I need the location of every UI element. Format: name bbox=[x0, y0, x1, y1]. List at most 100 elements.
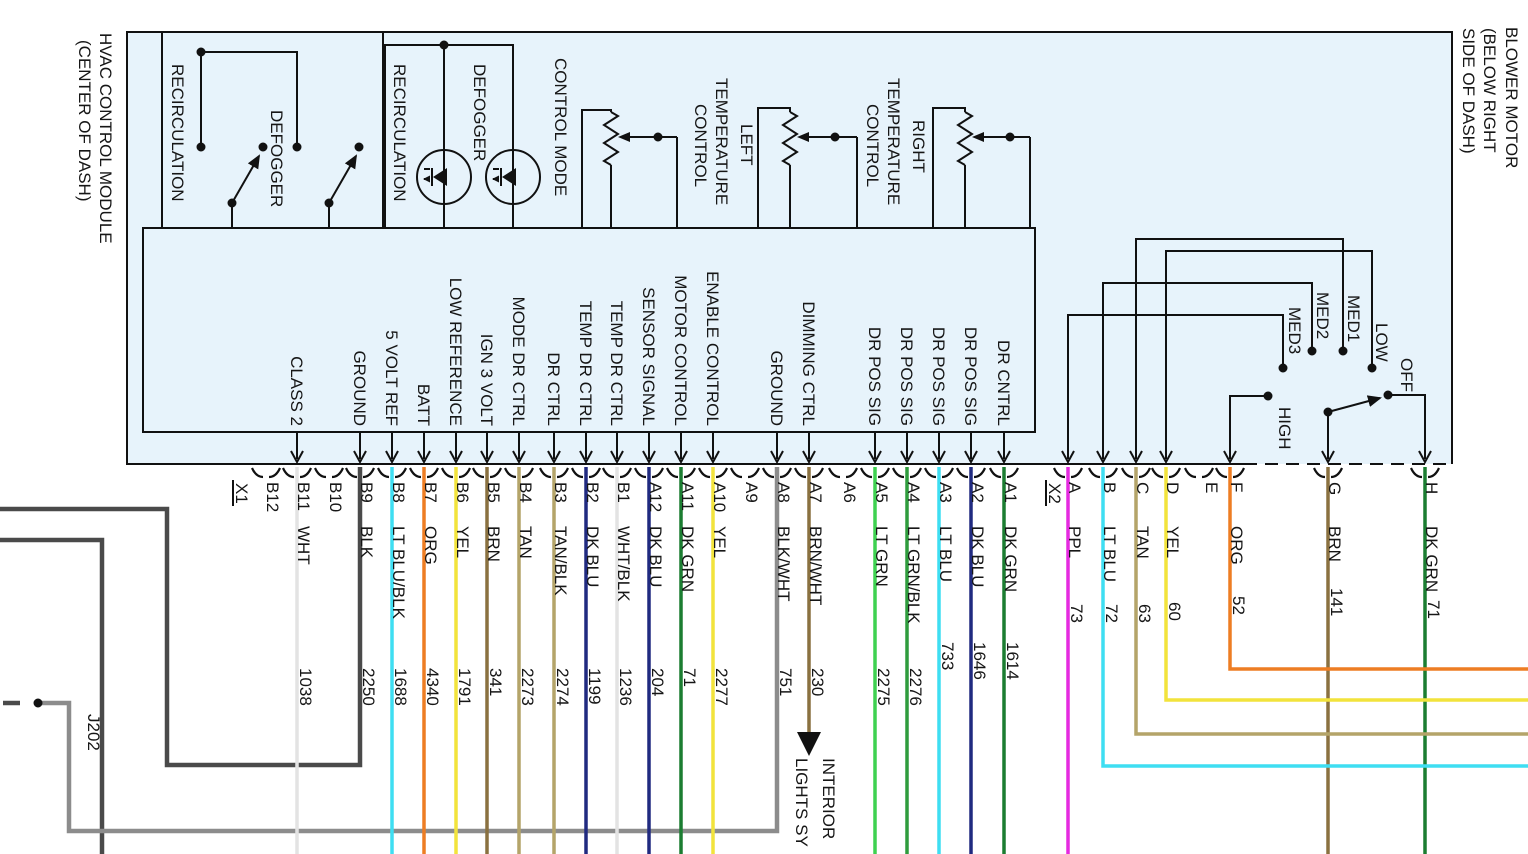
circuit-number: 341 bbox=[486, 668, 505, 696]
blower-high-contact-wire bbox=[1229, 395, 1268, 459]
interior-lights-label-1: INTERIOR bbox=[819, 758, 838, 839]
wire-color-label: BLK bbox=[357, 526, 376, 559]
pin-function: ENABLE CONTROL bbox=[703, 271, 722, 426]
pin-id: A10 bbox=[710, 482, 729, 512]
pin-id: B5 bbox=[484, 482, 503, 503]
wire-color-label: LT BLU/BLK bbox=[389, 526, 408, 620]
pin-id: A3 bbox=[936, 482, 955, 503]
circuit-number: 60 bbox=[1165, 602, 1184, 621]
pin-id: A4 bbox=[904, 482, 923, 503]
wire-color-label: DK GRN bbox=[1422, 526, 1441, 592]
circuit-number: 1688 bbox=[391, 668, 410, 706]
blower-rail-med3 bbox=[1067, 314, 1284, 459]
recirc-led-rays bbox=[424, 168, 430, 179]
pin-arrows-x2 bbox=[1061, 450, 1432, 465]
circuit-number: 2250 bbox=[359, 668, 378, 706]
right-temp-label-2: TEMPERATURE bbox=[884, 78, 903, 205]
defogger-switch-arm-2 bbox=[328, 154, 357, 204]
defogger-led-label: DEFOGGER bbox=[470, 64, 489, 161]
wire-color-label: LT GRN bbox=[872, 526, 891, 587]
pin-id: H bbox=[1422, 482, 1441, 494]
wire-blk-2250-route bbox=[0, 467, 363, 768]
blower-off-contact-wire bbox=[1388, 394, 1426, 459]
circuit-number: 2276 bbox=[906, 668, 925, 706]
recirc-led-diode bbox=[433, 168, 447, 186]
connector-cavity-brackets bbox=[250, 467, 1441, 479]
circuit-number: 141 bbox=[1327, 588, 1346, 616]
circuit-number: 733 bbox=[938, 642, 957, 670]
pin-arrows-x1 bbox=[290, 432, 1011, 465]
wire-color-label: TAN bbox=[516, 526, 535, 559]
wire-color-label: DK BLU bbox=[583, 526, 602, 587]
pin-id: A2 bbox=[968, 482, 987, 503]
blower-rail-med1 bbox=[1135, 238, 1344, 459]
pin-function: CLASS 2 bbox=[287, 356, 306, 426]
pin-function: 5 VOLT REF bbox=[382, 330, 401, 426]
wire-color-label: DK GRN bbox=[1001, 526, 1020, 592]
pin-id: A11 bbox=[678, 482, 697, 511]
wire-color-label: YEL bbox=[1163, 526, 1182, 558]
pin-id: A8 bbox=[774, 482, 793, 503]
circuit-number: 2275 bbox=[874, 668, 893, 706]
wire-color-label: YEL bbox=[453, 526, 472, 558]
pin-id: B11 bbox=[294, 482, 313, 511]
hvac-title-line2: (CENTER OF DASH) bbox=[75, 40, 94, 202]
wire-color-label: WHT/BLK bbox=[614, 526, 633, 602]
wire-gray-lower-route bbox=[0, 537, 105, 854]
blower-pos-med1: MED1 bbox=[1344, 295, 1363, 342]
pin-function: DR CTRL bbox=[544, 352, 563, 426]
circuit-number: 52 bbox=[1229, 596, 1248, 615]
control-mode-wiper-arrow bbox=[618, 132, 630, 142]
pin-function: DIMMING CTRL bbox=[799, 301, 818, 426]
pin-id: B6 bbox=[453, 482, 472, 503]
recirc-switch-label: RECIRCULATION bbox=[168, 64, 187, 202]
wire-color-label: DK GRN bbox=[678, 526, 697, 592]
wire-yel-60 bbox=[1164, 467, 1528, 702]
left-temp-wiper-arrow bbox=[797, 132, 809, 142]
pin-id: B3 bbox=[551, 482, 570, 503]
pin-id: B8 bbox=[389, 482, 408, 503]
circuit-number: 1199 bbox=[585, 668, 604, 705]
wire-color-label: BRN bbox=[1325, 526, 1344, 562]
control-mode-label: CONTROL MODE bbox=[551, 58, 570, 196]
pin-id: B bbox=[1100, 482, 1119, 493]
left-temp-label-2: TEMPERATURE bbox=[712, 78, 731, 205]
pin-id: F bbox=[1227, 482, 1246, 492]
pin-function: MOTOR CONTROL bbox=[671, 275, 690, 426]
pin-function: BATT bbox=[414, 384, 433, 426]
pin-id: A12 bbox=[646, 482, 665, 512]
blower-title-line1: BLOWER MOTOR bbox=[1502, 27, 1521, 168]
pin-id: A7 bbox=[806, 482, 825, 503]
pin-function: SENSOR SIGNAL bbox=[639, 287, 658, 426]
control-mode-pot bbox=[581, 109, 678, 228]
circuit-number: 2273 bbox=[518, 668, 537, 706]
circuit-number: 1236 bbox=[616, 668, 635, 706]
circuit-number: 71 bbox=[1424, 600, 1443, 619]
pin-id: D bbox=[1163, 482, 1182, 494]
interior-lights-arrow bbox=[797, 732, 821, 756]
junction-j202-label: J202 bbox=[84, 714, 103, 751]
left-temp-label-1: LEFT bbox=[737, 124, 756, 166]
wire-color-label: ORG bbox=[421, 526, 440, 565]
pin-function: GROUND bbox=[767, 350, 786, 426]
connector-x1-label: X1 bbox=[232, 483, 251, 504]
wire-color-label: LT BLU bbox=[1100, 526, 1119, 582]
wire-color-label: WHT bbox=[294, 526, 313, 565]
recirculation-switch bbox=[200, 51, 298, 147]
pin-function: DR CNTRL bbox=[994, 340, 1013, 426]
pin-id: B2 bbox=[583, 482, 602, 503]
defogger-switch-arm-1 bbox=[231, 154, 260, 204]
blower-pos-off: OFF bbox=[1397, 358, 1416, 392]
wire-color-label: TAN bbox=[1133, 526, 1152, 559]
blower-title-line2: (BELOW RIGHT bbox=[1480, 28, 1499, 153]
pin-id: E bbox=[1202, 482, 1221, 493]
wire-tan-63 bbox=[1134, 467, 1528, 736]
pin-id: A bbox=[1065, 482, 1084, 494]
blower-pos-high: HIGH bbox=[1275, 407, 1294, 450]
pin-id: A5 bbox=[872, 482, 891, 503]
pin-id: G bbox=[1325, 482, 1344, 495]
blower-pos-low: LOW bbox=[1372, 323, 1391, 362]
pin-id: A6 bbox=[840, 482, 859, 503]
pin-id: B12 bbox=[263, 482, 282, 512]
